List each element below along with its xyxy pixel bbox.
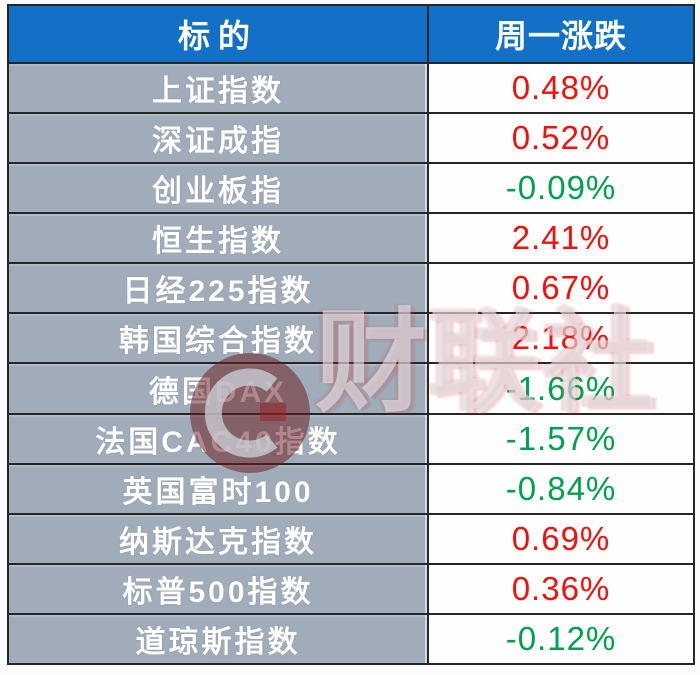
- index-name-cell: 恒生指数: [9, 214, 429, 263]
- table-row: 法国CAC40指数 -1.57%: [9, 412, 693, 463]
- change-value-cell: -0.84%: [429, 464, 693, 513]
- change-value-cell: 0.36%: [429, 564, 693, 613]
- table-row: 上证指数 0.48%: [9, 62, 693, 113]
- table-row: 创业板指 -0.09%: [9, 162, 693, 213]
- table-row: 深证成指 0.52%: [9, 112, 693, 163]
- change-value-cell: -0.09%: [429, 164, 693, 213]
- change-value-cell: 2.41%: [429, 214, 693, 263]
- table-row: 德国DAX -1.66%: [9, 362, 693, 413]
- change-value-cell: 2.18%: [429, 314, 693, 363]
- change-value-cell: 0.67%: [429, 264, 693, 313]
- change-value-cell: -1.57%: [429, 414, 693, 463]
- table-row: 道琼斯指数 -0.12%: [9, 612, 693, 663]
- header-monday-change: 周一涨跌: [429, 6, 693, 62]
- index-name-cell: 日经225指数: [9, 264, 429, 313]
- market-index-table: 标的 周一涨跌 上证指数 0.48% 深证成指 0.52% 创业板指 -0.09…: [7, 4, 695, 665]
- index-name-cell: 深证成指: [9, 114, 429, 163]
- table-header-row: 标的 周一涨跌: [9, 6, 693, 62]
- index-name-cell: 英国富时100: [9, 464, 429, 513]
- change-value-cell: -0.12%: [429, 614, 693, 663]
- header-target: 标的: [9, 6, 429, 62]
- index-name-cell: 德国DAX: [9, 364, 429, 413]
- index-name-cell: 道琼斯指数: [9, 614, 429, 663]
- table-row: 纳斯达克指数 0.69%: [9, 512, 693, 563]
- change-value-cell: -1.66%: [429, 364, 693, 413]
- change-value-cell: 0.52%: [429, 114, 693, 163]
- table-row: 韩国综合指数 2.18%: [9, 312, 693, 363]
- table-row: 恒生指数 2.41%: [9, 212, 693, 263]
- change-value-cell: 0.69%: [429, 514, 693, 563]
- change-value-cell: 0.48%: [429, 64, 693, 113]
- table-row: 日经225指数 0.67%: [9, 262, 693, 313]
- index-name-cell: 纳斯达克指数: [9, 514, 429, 563]
- table-row: 标普500指数 0.36%: [9, 562, 693, 613]
- table-row: 英国富时100 -0.84%: [9, 462, 693, 513]
- index-name-cell: 法国CAC40指数: [9, 414, 429, 463]
- index-name-cell: 韩国综合指数: [9, 314, 429, 363]
- index-name-cell: 标普500指数: [9, 564, 429, 613]
- index-name-cell: 创业板指: [9, 164, 429, 213]
- index-name-cell: 上证指数: [9, 64, 429, 113]
